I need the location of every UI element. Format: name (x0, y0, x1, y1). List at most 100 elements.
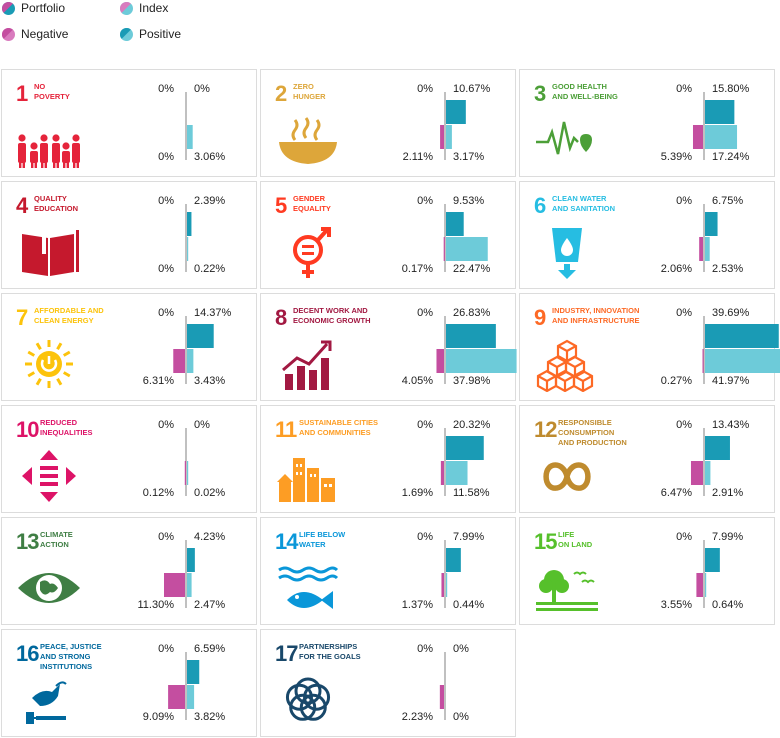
negative-index-label: 6.31% (142, 375, 174, 387)
goal-number: 11 (275, 417, 297, 442)
positive-index-label: 3.17% (453, 151, 485, 163)
positive-portfolio-label: 13.43% (712, 419, 750, 431)
bar-positive-portfolio (705, 436, 730, 460)
positive-index-label: 2.91% (712, 487, 744, 499)
goal-bar-chart (443, 204, 488, 272)
positive-index-label: 37.98% (453, 375, 491, 387)
positive-index-label: 3.06% (194, 151, 226, 163)
sdg-card-7: 7 AFFORDABLE AND CLEAN ENERGY 0% 14.37% 6.31%… (1, 293, 257, 401)
legend-negative-label: Negative (21, 27, 69, 41)
bowl-icon (275, 112, 341, 168)
negative-index-label: 5.39% (660, 151, 692, 163)
goal-title: LIFE ON LAND (558, 530, 593, 549)
bar-negative-index (184, 461, 186, 485)
positive-portfolio-label: 6.59% (194, 643, 226, 655)
sdg-card-10: 10 REDUCED INEQUALITIES 0% 0% 0.12% 0.02% (1, 405, 257, 513)
goal-bar-chart (440, 92, 466, 160)
family-icon (16, 112, 82, 169)
bar-negative-index (702, 349, 704, 373)
goal-number: 3 (534, 81, 546, 106)
bar-positive-portfolio (187, 660, 200, 684)
bar-positive-index (187, 125, 193, 149)
positive-portfolio-label: 0% (194, 419, 210, 431)
bar-positive-portfolio (446, 324, 496, 348)
water-glass-icon (534, 224, 600, 280)
bar-positive-index (446, 125, 452, 149)
goal-bar-chart (163, 540, 195, 608)
legend-negative: Negative (2, 27, 68, 41)
negative-portfolio-label: 0% (158, 195, 174, 207)
negative-index-label: 9.09% (142, 711, 174, 723)
sdg-card-8: 8 DECENT WORK AND ECONOMIC GROWTH 0% 26.83%… (260, 293, 517, 401)
goal-number: 1 (16, 81, 28, 106)
sdg-card-3: 3 GOOD HEALTH AND WELL-BEING 0% 15.80% 5.39%… (519, 69, 775, 177)
negative-portfolio-label: 0% (158, 419, 174, 431)
negative-index-label: 1.37% (401, 599, 433, 611)
bar-negative-index (436, 349, 444, 373)
book-icon (16, 224, 82, 280)
goal-title: NO POVERTY (34, 82, 70, 101)
bar-negative-index (690, 461, 703, 485)
goal-number: 2 (275, 81, 287, 106)
goal-bar-chart (185, 92, 193, 160)
cubes-icon (534, 336, 600, 393)
bar-negative-index (440, 125, 444, 149)
negative-index-label: 6.47% (660, 487, 692, 499)
positive-portfolio-label: 0% (194, 83, 210, 95)
bar-positive-index (705, 349, 780, 373)
positive-index-label: 0.44% (453, 599, 485, 611)
bar-positive-index (187, 461, 189, 485)
bar-positive-portfolio (705, 100, 735, 124)
goal-bar-chart (439, 652, 446, 720)
goal-number: 14 (275, 529, 299, 554)
goal-number: 13 (16, 529, 40, 554)
goal-bar-chart (696, 540, 720, 608)
goal-title: PEACE, JUSTICE AND STRONG INSTITUTIONS (40, 642, 102, 671)
goal-bar-chart (173, 316, 214, 384)
goal-title: CLEAN WATER AND SANITATION (552, 194, 616, 213)
bar-positive-portfolio (446, 548, 461, 572)
bar-positive-index (705, 237, 710, 261)
negative-index-label: 0% (158, 151, 174, 163)
positive-index-label: 2.47% (194, 599, 226, 611)
negative-index-label: 2.23% (401, 711, 433, 723)
positive-index-label: 3.82% (194, 711, 226, 723)
equality-arrows-icon (16, 448, 82, 504)
goal-bar-chart (692, 92, 738, 160)
goal-bar-chart (690, 428, 730, 496)
negative-index-label: 0.17% (401, 263, 433, 275)
bar-negative-index (692, 125, 703, 149)
goal-title: INDUSTRY, INNOVATION AND INFRASTRUCTURE (552, 306, 640, 325)
negative-portfolio-label: 0% (417, 419, 433, 431)
positive-portfolio-label: 39.69% (712, 307, 750, 319)
heartbeat-icon (534, 112, 600, 168)
fish-icon (275, 560, 341, 616)
goal-bar-chart (702, 316, 780, 384)
goal-title: AFFORDABLE AND CLEAN ENERGY (34, 306, 104, 325)
bar-positive-index (705, 125, 738, 149)
bar-negative-index (440, 461, 444, 485)
negative-index-label: 2.06% (660, 263, 692, 275)
infinity-icon (534, 448, 600, 504)
bar-positive-index (187, 685, 195, 709)
bar-positive-portfolio (705, 324, 779, 348)
sdg-card-1: 1 NO POVERTY 0% 0% 0% 3.06% (1, 69, 257, 177)
goal-title: PARTNERSHIPS FOR THE GOALS (299, 642, 361, 661)
goal-title: CLIMATE ACTION (40, 530, 73, 549)
positive-index-label: 11.58% (453, 487, 490, 499)
positive-portfolio-label: 9.53% (453, 195, 485, 207)
goal-number: 6 (534, 193, 546, 218)
positive-portfolio-label: 4.23% (194, 531, 226, 543)
positive-portfolio-label: 26.83% (453, 307, 491, 319)
index-swatch-icon (120, 1, 133, 15)
positive-portfolio-label: 0% (453, 643, 469, 655)
sun-power-icon (16, 336, 82, 392)
bar-positive-index (187, 573, 192, 597)
goal-bar-chart (436, 316, 517, 384)
goal-title: LIFE BELOW WATER (299, 530, 346, 549)
portfolio-swatch-icon (2, 1, 15, 15)
bar-positive-portfolio (446, 436, 484, 460)
bar-negative-index (168, 685, 185, 709)
positive-portfolio-label: 20.32% (453, 419, 491, 431)
negative-index-label: 0.27% (660, 375, 692, 387)
